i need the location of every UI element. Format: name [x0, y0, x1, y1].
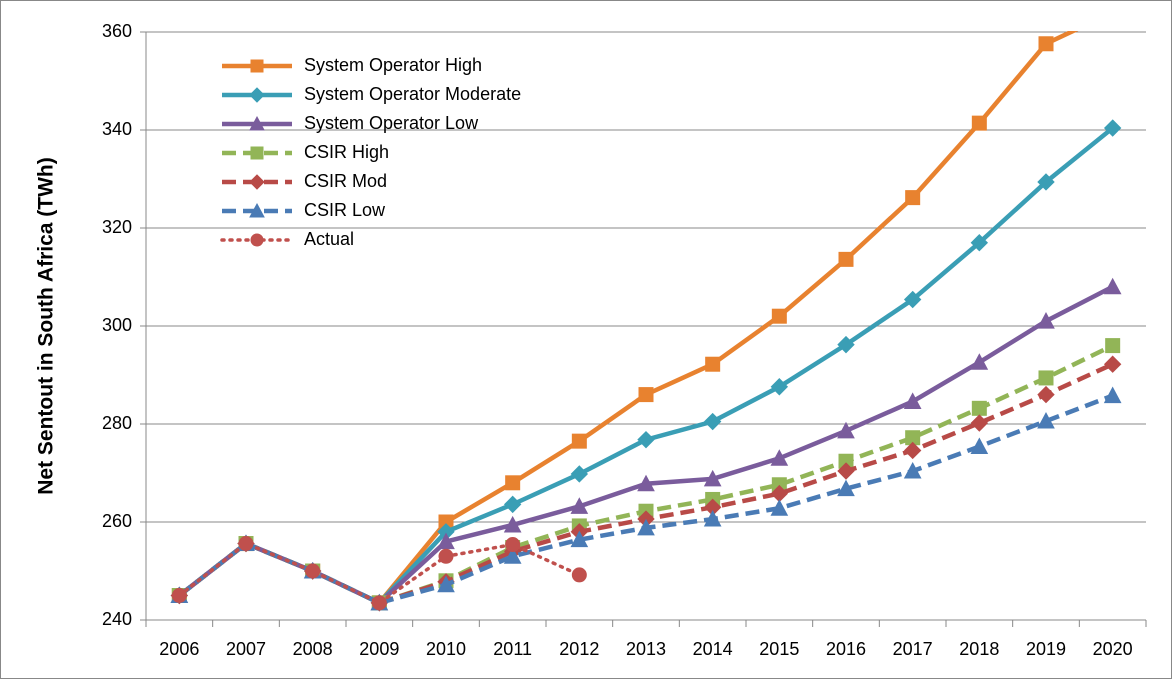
y-tick-label: 240	[102, 609, 132, 629]
marker	[305, 563, 321, 579]
marker	[171, 588, 187, 603]
marker	[770, 499, 789, 516]
legend-label: CSIR Mod	[304, 171, 387, 191]
marker	[1038, 36, 1054, 52]
marker	[1103, 355, 1122, 373]
x-tick-label: 2009	[359, 639, 399, 659]
x-tick-label: 2016	[826, 639, 866, 659]
marker	[903, 461, 922, 479]
marker	[503, 547, 522, 564]
x-tick-label: 2008	[293, 639, 333, 659]
marker	[249, 115, 265, 131]
marker	[503, 515, 522, 533]
marker	[971, 400, 987, 416]
y-axis-title: Net Sentout in South Africa (TWh)	[35, 157, 58, 495]
marker	[770, 378, 789, 396]
marker	[837, 479, 855, 497]
marker	[970, 414, 989, 432]
legend-label: System Operator Low	[304, 113, 479, 133]
marker	[503, 495, 522, 514]
x-tick-label: 2015	[759, 639, 799, 659]
marker	[703, 412, 722, 431]
marker	[703, 509, 722, 527]
marker	[771, 308, 787, 324]
marker	[903, 441, 922, 460]
marker	[1038, 370, 1054, 386]
x-tick-label: 2011	[493, 639, 532, 659]
marker	[770, 449, 789, 466]
marker	[1103, 277, 1122, 295]
x-tick-label: 2018	[959, 639, 999, 659]
x-tick-label: 2020	[1093, 639, 1133, 659]
legend-label: System Operator Moderate	[304, 84, 521, 104]
marker	[703, 469, 722, 487]
plot-area	[170, 31, 1122, 612]
x-tick-label: 2014	[693, 639, 733, 659]
y-tick-label: 360	[102, 21, 132, 41]
marker	[637, 518, 655, 536]
marker	[438, 548, 454, 564]
legend-label: CSIR Low	[304, 200, 386, 220]
marker	[571, 567, 587, 583]
marker	[570, 465, 589, 483]
marker	[1037, 411, 1055, 429]
y-tick-label: 280	[102, 413, 132, 433]
marker	[249, 174, 265, 190]
x-tick-label: 2019	[1026, 639, 1066, 659]
marker	[837, 462, 855, 480]
marker	[505, 475, 521, 491]
y-tick-label: 320	[102, 217, 132, 237]
legend-label: System Operator High	[304, 55, 482, 75]
marker	[970, 437, 989, 455]
marker	[837, 421, 855, 439]
marker	[1037, 173, 1055, 191]
x-tick-label: 2012	[559, 639, 599, 659]
marker	[903, 290, 922, 309]
marker	[1037, 312, 1055, 329]
marker	[249, 87, 265, 103]
marker	[838, 251, 854, 267]
y-tick-label: 300	[102, 315, 132, 335]
marker	[1103, 119, 1122, 137]
marker	[970, 353, 989, 370]
marker	[570, 530, 589, 548]
marker	[250, 59, 264, 73]
marker	[437, 575, 455, 593]
marker	[970, 233, 989, 252]
marker	[371, 595, 387, 611]
marker	[905, 190, 921, 206]
x-tick-label: 2006	[159, 639, 199, 659]
x-tick-label: 2013	[626, 639, 666, 659]
marker	[1103, 386, 1122, 404]
marker	[570, 497, 589, 514]
marker	[637, 430, 655, 449]
y-tick-label: 340	[102, 119, 132, 139]
x-tick-label: 2010	[426, 639, 466, 659]
marker	[238, 536, 254, 552]
marker	[250, 233, 264, 247]
y-tick-label: 260	[102, 511, 132, 531]
marker	[571, 433, 587, 449]
marker	[837, 335, 855, 354]
marker	[505, 537, 521, 553]
marker	[971, 115, 987, 131]
legend-label: CSIR High	[304, 142, 389, 162]
marker	[637, 474, 655, 492]
marker	[1037, 385, 1055, 404]
x-tick-label: 2017	[893, 639, 933, 659]
marker	[249, 202, 265, 218]
legend-label: Actual	[304, 229, 354, 249]
marker	[638, 387, 654, 403]
marker	[903, 392, 922, 409]
marker	[250, 146, 264, 160]
x-tick-label: 2007	[226, 639, 266, 659]
marker	[437, 532, 455, 550]
marker	[1105, 338, 1121, 354]
marker	[705, 356, 721, 372]
